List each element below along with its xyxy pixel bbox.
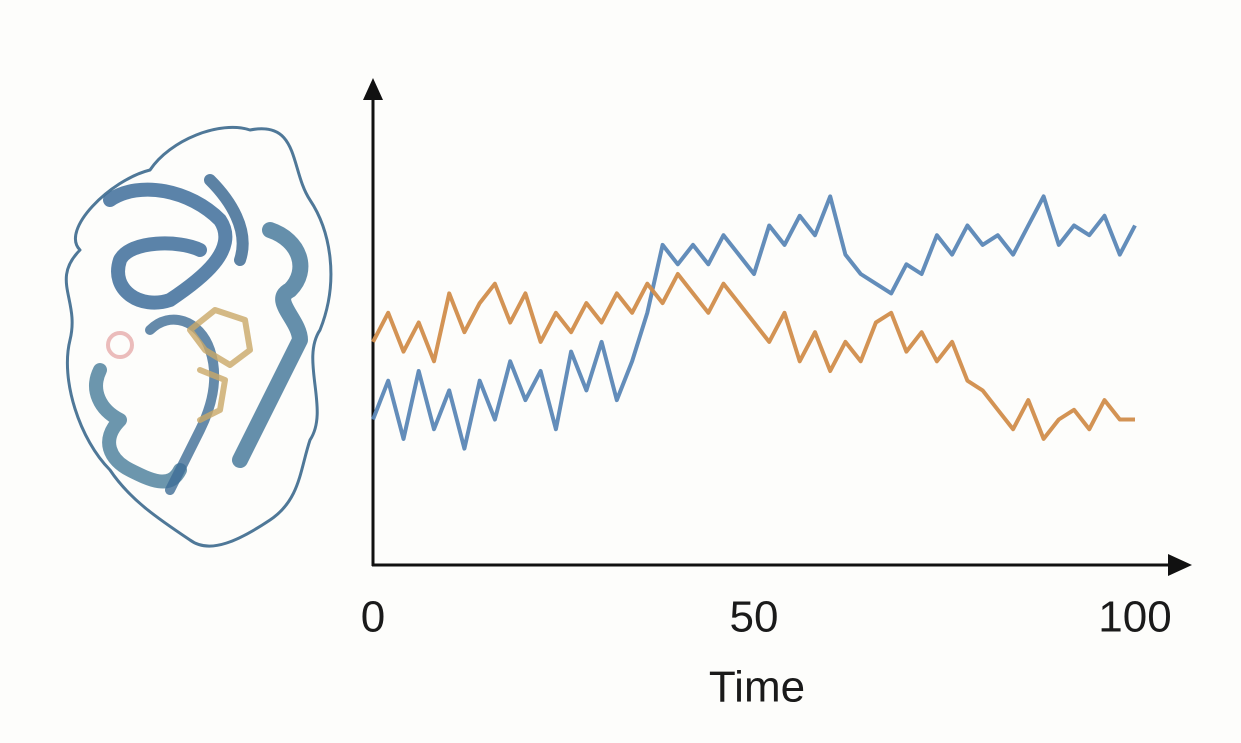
page: Time 050100 (() => { const data = JSON.p… xyxy=(0,0,1241,743)
x-tick-label: 0 xyxy=(361,593,385,642)
chart: Time 0 50 100 xyxy=(0,0,1241,743)
x-tick-label: 100 xyxy=(1098,593,1171,642)
x-tick-label: 50 xyxy=(730,593,779,642)
x-axis-label: Time xyxy=(709,663,805,712)
background xyxy=(0,0,1241,743)
